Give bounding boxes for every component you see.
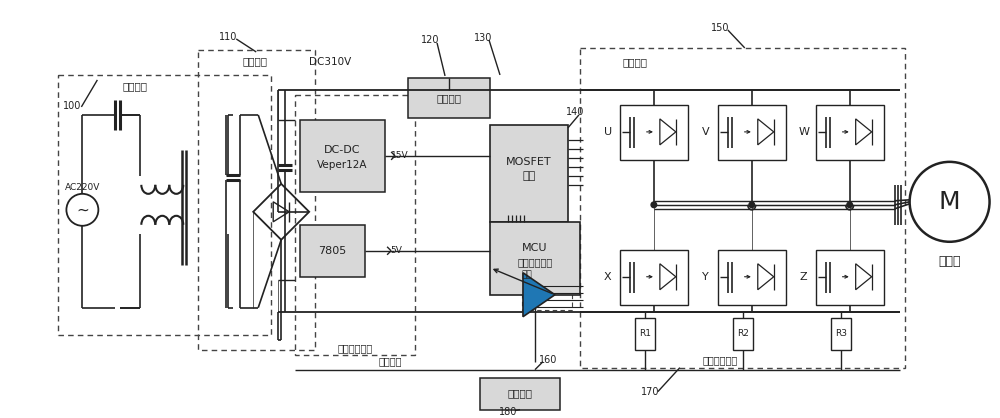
Text: Z: Z [800,272,808,282]
Text: MCU: MCU [522,243,548,253]
Text: 170: 170 [641,387,659,397]
Text: 5V: 5V [390,246,402,255]
Text: ~: ~ [76,202,89,217]
Circle shape [847,202,852,208]
Text: 电压采样: 电压采样 [437,93,462,103]
Text: DC-DC: DC-DC [324,145,360,155]
Text: V: V [702,127,710,137]
Text: R1: R1 [639,329,651,338]
FancyBboxPatch shape [620,105,688,160]
FancyBboxPatch shape [300,225,365,277]
Text: 控制信号: 控制信号 [378,357,402,367]
Text: X: X [604,272,612,282]
FancyBboxPatch shape [718,105,786,160]
Text: 功率驱动: 功率驱动 [622,57,647,67]
FancyBboxPatch shape [816,105,884,160]
Text: DC310V: DC310V [309,57,351,67]
Text: 直流电源转换: 直流电源转换 [338,343,373,353]
FancyBboxPatch shape [733,318,753,350]
Text: 180: 180 [499,407,517,417]
Text: 压缩机: 压缩机 [938,255,961,268]
Text: 15V: 15V [391,151,409,161]
Text: AC220V: AC220V [65,184,100,192]
Circle shape [749,202,755,208]
Text: R3: R3 [835,329,847,338]
Text: MOSFET: MOSFET [506,157,552,167]
FancyBboxPatch shape [816,250,884,305]
Text: Y: Y [702,272,709,282]
Circle shape [651,202,657,208]
Text: 130: 130 [474,33,492,43]
Text: 通信模块: 通信模块 [507,389,532,399]
FancyBboxPatch shape [480,377,560,410]
Text: 100: 100 [63,101,82,111]
Text: M: M [939,190,960,214]
Text: U: U [604,127,612,137]
FancyBboxPatch shape [718,250,786,305]
FancyBboxPatch shape [831,318,851,350]
Text: Veper12A: Veper12A [317,160,367,170]
Text: R2: R2 [737,329,749,338]
Text: 驱动: 驱动 [522,171,536,181]
FancyBboxPatch shape [408,78,490,118]
FancyBboxPatch shape [620,250,688,305]
Text: 120: 120 [421,35,439,45]
Polygon shape [523,273,555,317]
FancyBboxPatch shape [300,120,385,192]
Text: 电机电流检测: 电机电流检测 [702,354,737,364]
Text: 电源滤波: 电源滤波 [123,81,148,91]
FancyBboxPatch shape [490,125,568,222]
Text: 110: 110 [219,32,237,42]
Text: 电源整流: 电源整流 [243,56,268,66]
Text: 运放: 运放 [522,270,533,279]
Text: 140: 140 [566,107,584,117]
Text: W: W [798,127,809,137]
Text: 160: 160 [539,354,557,364]
Text: 7805: 7805 [318,246,346,256]
FancyBboxPatch shape [490,222,580,295]
Circle shape [910,162,990,242]
FancyBboxPatch shape [635,318,655,350]
Text: 150: 150 [711,23,729,33]
Text: 微处理器控制: 微处理器控制 [517,257,553,267]
